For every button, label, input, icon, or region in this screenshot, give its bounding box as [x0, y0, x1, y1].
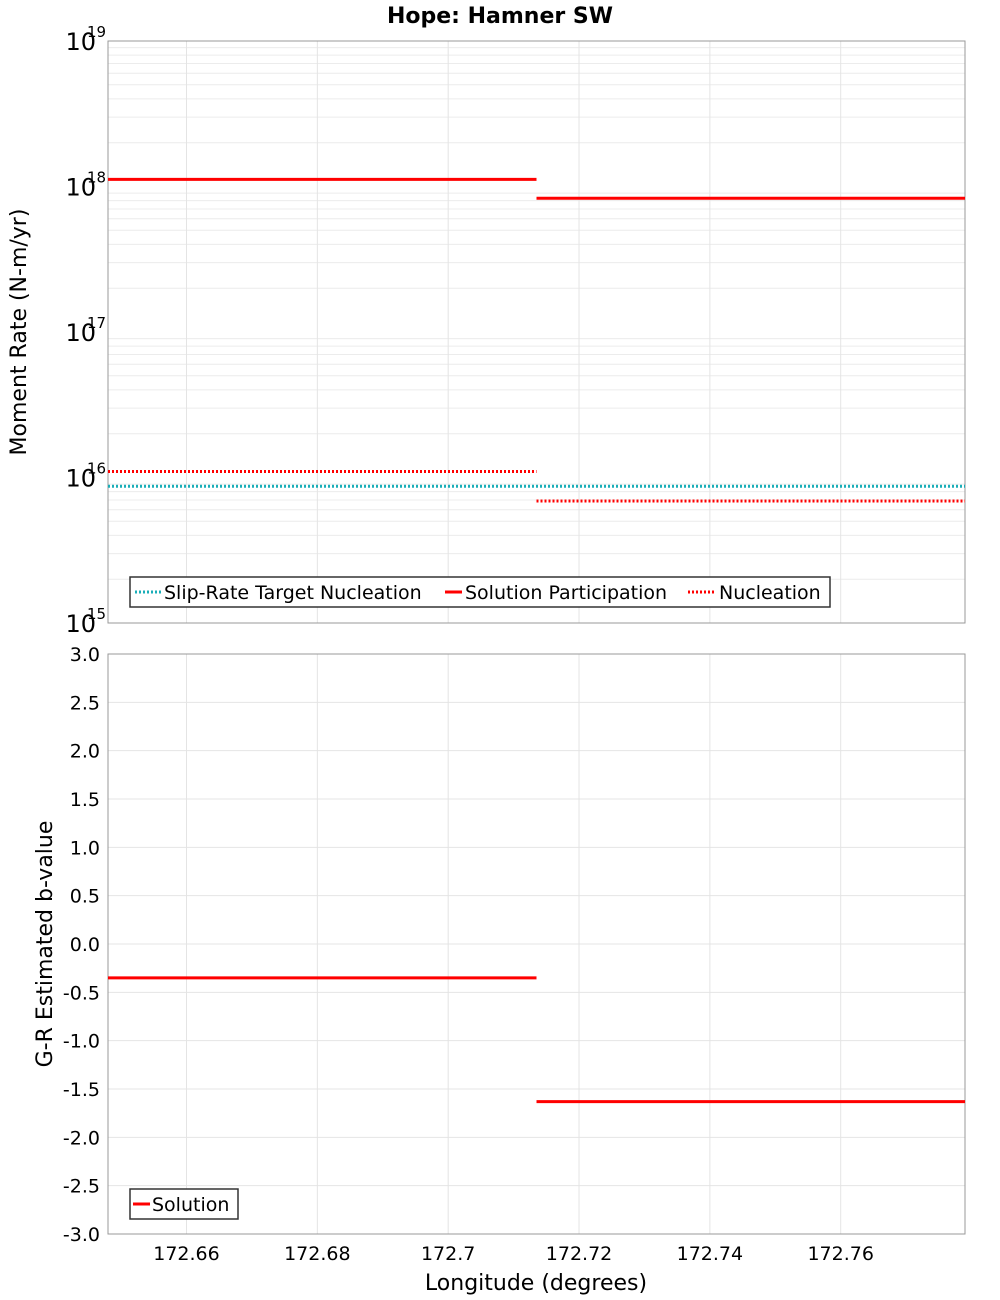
top-legend: Slip-Rate Target Nucleation Solution Par…: [129, 576, 831, 608]
y-tick-label: 10: [65, 610, 96, 638]
top-series: [108, 177, 965, 503]
bottom-series: [108, 976, 965, 1104]
bottom-grid: [108, 653, 965, 1235]
bottom-legend: Solution: [129, 1188, 239, 1220]
bottom-y-axis-label: G-R Estimated b-value: [33, 821, 58, 1068]
x-tick-label: 172.74: [677, 1243, 743, 1265]
x-tick-label: 172.72: [546, 1243, 612, 1265]
y-tick-label: -0.5: [63, 982, 100, 1004]
y-tick-label: 0.0: [70, 934, 100, 956]
x-tick-label: 172.7: [421, 1243, 475, 1265]
x-axis-label: Longitude (degrees): [425, 1271, 647, 1296]
y-tick-label: 3.0: [70, 644, 100, 666]
y-tick-label: 10: [65, 174, 96, 202]
y-tick-exponent: 19: [87, 23, 106, 41]
y-tick-label: 2.5: [70, 692, 100, 714]
top-grid: [108, 41, 965, 623]
legend-label-solution: Solution: [152, 1194, 229, 1216]
x-tick-label: 172.66: [153, 1243, 219, 1265]
legend-label-nucleation: Nucleation: [719, 582, 821, 604]
top-y-axis-label: Moment Rate (N-m/yr): [7, 209, 32, 456]
y-tick-label: 10: [65, 319, 96, 347]
legend-label-solution-participation: Solution Participation: [465, 582, 667, 604]
x-tick-label: 172.68: [284, 1243, 350, 1265]
x-ticks: 172.66 172.68 172.7 172.72 172.74 172.76: [153, 1243, 874, 1265]
b-value-panel: 3.0 2.5 2.0 1.5 1.0 0.5 0.0 -0.5 -1.0 -1.5 -2.0 -2.…: [33, 644, 966, 1296]
y-tick-label: 0.5: [70, 886, 100, 908]
y-tick-label: 1.5: [70, 789, 100, 811]
y-tick-label: -1.5: [63, 1079, 100, 1101]
y-tick-label: 1.0: [70, 837, 100, 859]
y-tick-label: -3.0: [63, 1224, 100, 1246]
bottom-y-ticks: 3.0 2.5 2.0 1.5 1.0 0.5 0.0 -0.5 -1.0 -1.5 -2.0 -2.…: [63, 644, 100, 1246]
x-tick-label: 172.76: [807, 1243, 873, 1265]
y-tick-label: 2.0: [70, 741, 100, 763]
y-tick-exponent: 16: [87, 460, 106, 478]
y-tick-exponent: 15: [87, 605, 106, 623]
y-tick-label: 10: [65, 465, 96, 493]
y-tick-exponent: 18: [87, 169, 106, 187]
legend-label-slip-rate-target: Slip-Rate Target Nucleation: [164, 582, 422, 604]
y-tick-label: -1.0: [63, 1031, 100, 1053]
y-tick-label: -2.5: [63, 1176, 100, 1198]
chart-title: Hope: Hamner SW: [387, 4, 613, 29]
y-tick-label: -2.0: [63, 1127, 100, 1149]
y-tick-exponent: 17: [87, 314, 106, 332]
y-tick-label: 10: [65, 28, 96, 56]
top-plot-frame: [107, 40, 966, 624]
bottom-plot-frame: [107, 653, 966, 1235]
